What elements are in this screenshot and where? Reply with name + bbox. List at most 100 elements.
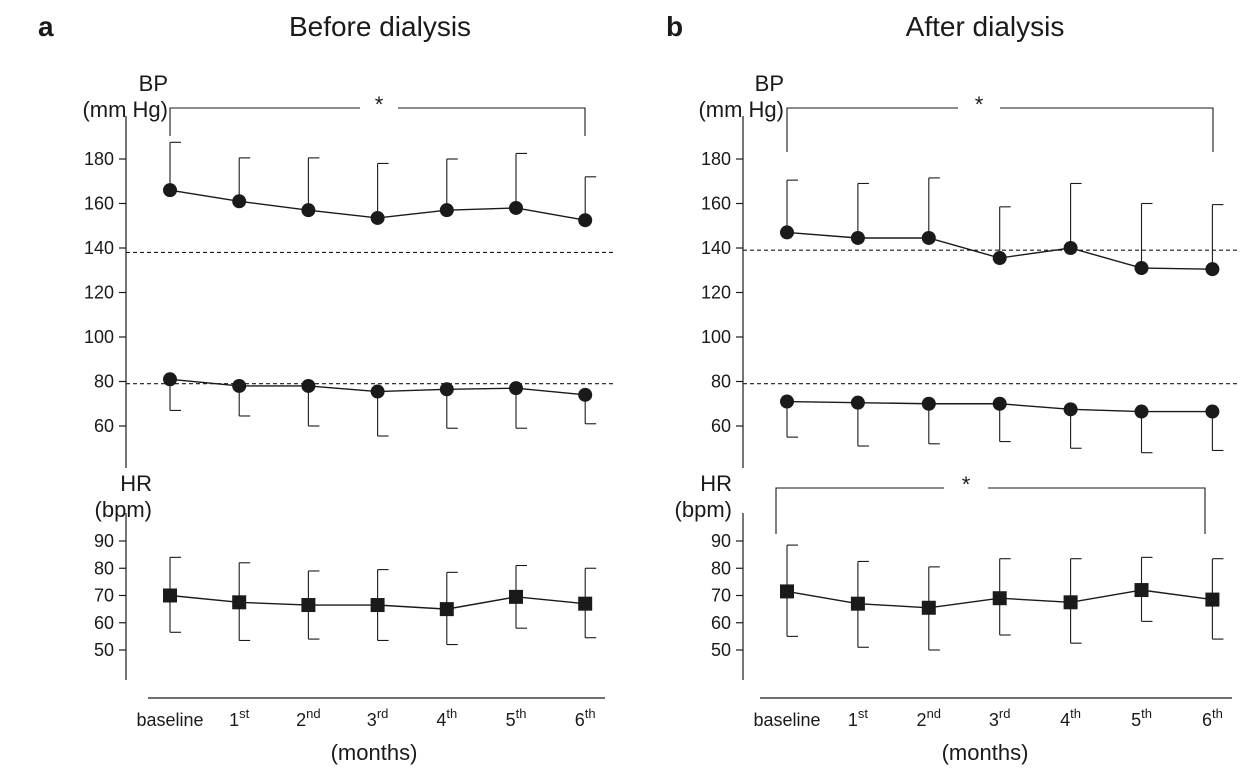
y-tick-label: 80 <box>711 558 731 578</box>
data-point-square <box>850 596 865 611</box>
y-axis-label: BP <box>139 71 168 96</box>
y-tick-label: 60 <box>94 613 114 633</box>
y-tick-label: 100 <box>701 327 731 347</box>
x-tick-label: 2nd <box>296 706 320 730</box>
y-tick-label: 160 <box>84 194 114 214</box>
data-point-circle <box>780 394 794 409</box>
data-point-circle <box>163 183 177 198</box>
data-point-circle <box>850 395 865 410</box>
x-tick-label: 6th <box>1202 706 1223 730</box>
series-1 <box>780 394 1224 454</box>
y-axis-label: BP <box>755 71 784 96</box>
y-tick-label: 80 <box>94 372 114 392</box>
y-tick-label: 160 <box>701 194 731 214</box>
y-tick-label: 90 <box>94 531 114 551</box>
y-tick-label: 100 <box>84 327 114 347</box>
data-point-square <box>370 598 385 613</box>
series-0 <box>780 177 1224 277</box>
x-axis-label: (months) <box>331 740 418 765</box>
data-point-square <box>163 588 177 603</box>
data-point-circle <box>578 387 593 402</box>
data-point-circle <box>439 203 454 218</box>
panel-title: After dialysis <box>906 11 1065 42</box>
data-point-circle <box>1063 402 1078 417</box>
data-point-circle <box>370 384 385 399</box>
x-tick-label: 1st <box>229 706 250 730</box>
data-point-circle <box>992 396 1007 411</box>
panel-letter: b <box>666 11 683 42</box>
data-point-circle <box>1134 261 1149 276</box>
y-axis-label: HR <box>700 471 732 496</box>
panel-a: a Before dialysis BP(mm Hg) 60 80 100 120 140 16… <box>38 11 616 765</box>
y-tick-label: 60 <box>711 613 731 633</box>
data-point-circle <box>509 381 523 396</box>
y-axis-unit: (bpm) <box>95 497 152 522</box>
data-point-square <box>1205 592 1220 607</box>
y-tick-label: 60 <box>94 416 114 436</box>
series-0 <box>163 141 597 228</box>
y-tick-label: 80 <box>94 558 114 578</box>
significance-bracket <box>786 107 1214 152</box>
data-point-square <box>439 602 454 617</box>
data-point-circle <box>1205 404 1220 419</box>
x-tick-label: 1st <box>848 706 869 730</box>
data-point-circle <box>850 230 865 245</box>
y-tick-label: 50 <box>94 640 114 660</box>
series-0 <box>163 556 597 646</box>
data-point-circle <box>439 382 454 397</box>
series-0 <box>780 544 1224 651</box>
significance-marker: * <box>975 92 984 117</box>
data-point-circle <box>1134 404 1149 419</box>
x-tick-label: 5th <box>1131 706 1152 730</box>
x-tick-label: 5th <box>506 706 527 730</box>
y-tick-label: 120 <box>84 283 114 303</box>
panel-b: b After dialysis BP(mm Hg) 60 80 100 120 140 160… <box>666 11 1238 765</box>
data-point-circle <box>992 251 1007 266</box>
data-point-square <box>509 589 523 604</box>
data-point-circle <box>1205 262 1220 277</box>
x-tick-label: baseline <box>753 710 820 730</box>
y-axis-unit: (mm Hg) <box>698 97 784 122</box>
hr-subplot: HR(bpm) 50 60 70 80 90 * <box>675 471 1224 680</box>
significance-marker: * <box>375 92 384 117</box>
panel-letter: a <box>38 11 54 42</box>
y-axis-unit: (bpm) <box>675 497 732 522</box>
bp-subplot: BP(mm Hg) 60 80 100 120 140 160 180 * <box>82 71 616 468</box>
data-point-square <box>1134 583 1149 598</box>
data-point-square <box>921 600 936 615</box>
y-tick-label: 140 <box>701 238 731 258</box>
y-tick-label: 120 <box>701 283 731 303</box>
x-tick-label: 2nd <box>917 706 941 730</box>
bp-subplot: BP(mm Hg) 60 80 100 120 140 160 180 * <box>698 71 1238 468</box>
panel-title: Before dialysis <box>289 11 471 42</box>
hr-subplot: HR(bpm) 50 60 70 80 90 <box>94 471 597 680</box>
y-tick-label: 90 <box>711 531 731 551</box>
data-point-square <box>578 596 593 611</box>
significance-bracket <box>775 487 1206 534</box>
x-tick-label: 4th <box>1060 706 1081 730</box>
data-point-circle <box>301 378 316 393</box>
x-tick-label: baseline <box>136 710 203 730</box>
data-point-circle <box>163 372 177 387</box>
data-point-square <box>992 591 1007 606</box>
data-point-circle <box>1063 241 1078 255</box>
data-point-square <box>1063 595 1078 610</box>
data-point-circle <box>370 210 385 225</box>
y-axis-label: HR <box>120 471 152 496</box>
y-tick-label: 180 <box>701 149 731 169</box>
y-tick-label: 180 <box>84 149 114 169</box>
data-point-circle <box>232 378 247 393</box>
data-point-square <box>780 584 794 599</box>
x-tick-label: 3rd <box>367 706 389 730</box>
data-point-circle <box>232 194 247 209</box>
data-point-circle <box>780 225 794 240</box>
data-point-circle <box>578 213 593 228</box>
y-tick-label: 70 <box>94 586 114 606</box>
data-point-square <box>301 598 316 613</box>
data-point-circle <box>301 203 316 218</box>
y-tick-label: 80 <box>711 372 731 392</box>
x-tick-label: 6th <box>575 706 596 730</box>
y-tick-label: 50 <box>711 640 731 660</box>
x-axis-label: (months) <box>942 740 1029 765</box>
